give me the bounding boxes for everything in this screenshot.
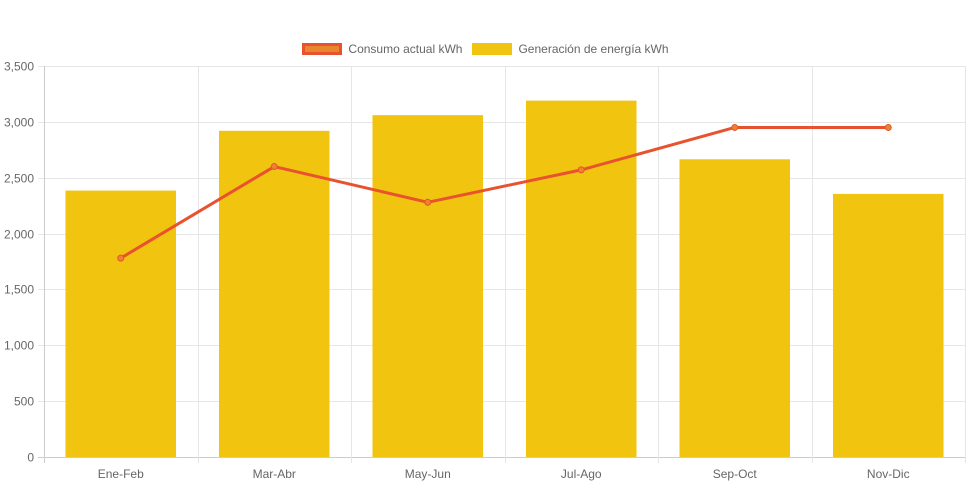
line-point bbox=[577, 166, 585, 174]
x-tick-label: Sep-Oct bbox=[713, 467, 758, 481]
x-tick-label: Ene-Feb bbox=[98, 467, 144, 481]
bar bbox=[218, 130, 330, 457]
line-point bbox=[117, 254, 125, 262]
legend-swatch-generacion bbox=[472, 43, 513, 55]
legend-label-generacion: Generación de energía kWh bbox=[518, 42, 669, 56]
line-point bbox=[884, 123, 892, 131]
legend-label-consumo: Consumo actual kWh bbox=[348, 42, 463, 56]
bar bbox=[525, 100, 637, 457]
line-point bbox=[270, 163, 278, 171]
y-axis-ticks: 0 500 1,000 1,500 2,000 2,500 3,000 3,500 bbox=[4, 60, 34, 465]
y-tick-label: 2,500 bbox=[4, 172, 34, 186]
x-tick-label: Nov-Dic bbox=[867, 467, 910, 481]
chart-legend: Consumo actual kWh Generación de energía… bbox=[0, 42, 971, 56]
y-tick-label: 500 bbox=[14, 395, 34, 409]
y-tick-label: 2,000 bbox=[4, 228, 34, 242]
y-tick-label: 0 bbox=[27, 451, 34, 465]
x-tick-label: May-Jun bbox=[405, 467, 451, 481]
y-tick-label: 3,000 bbox=[4, 116, 34, 130]
grid-lines bbox=[38, 66, 966, 463]
y-tick-label: 1,500 bbox=[4, 283, 34, 297]
legend-swatch-consumo bbox=[302, 43, 343, 55]
bar-series-generacion bbox=[65, 100, 944, 458]
bar bbox=[372, 115, 484, 457]
x-tick-label: Jul-Ago bbox=[561, 467, 602, 481]
legend-item-consumo[interactable]: Consumo actual kWh bbox=[302, 42, 462, 56]
bar bbox=[832, 193, 944, 458]
y-tick-label: 1,000 bbox=[4, 339, 34, 353]
line-path bbox=[119, 125, 889, 260]
line-point bbox=[424, 198, 432, 206]
line-series-consumo bbox=[117, 123, 892, 262]
y-tick-label: 3,500 bbox=[4, 60, 34, 74]
x-axis-ticks: Ene-Feb Mar-Abr May-Jun Jul-Ago Sep-Oct Nov-D… bbox=[98, 467, 910, 481]
bar bbox=[65, 190, 177, 457]
line-point bbox=[731, 123, 739, 131]
x-tick-label: Mar-Abr bbox=[253, 467, 296, 481]
legend-item-generacion[interactable]: Generación de energía kWh bbox=[472, 42, 669, 56]
bar bbox=[679, 159, 791, 457]
